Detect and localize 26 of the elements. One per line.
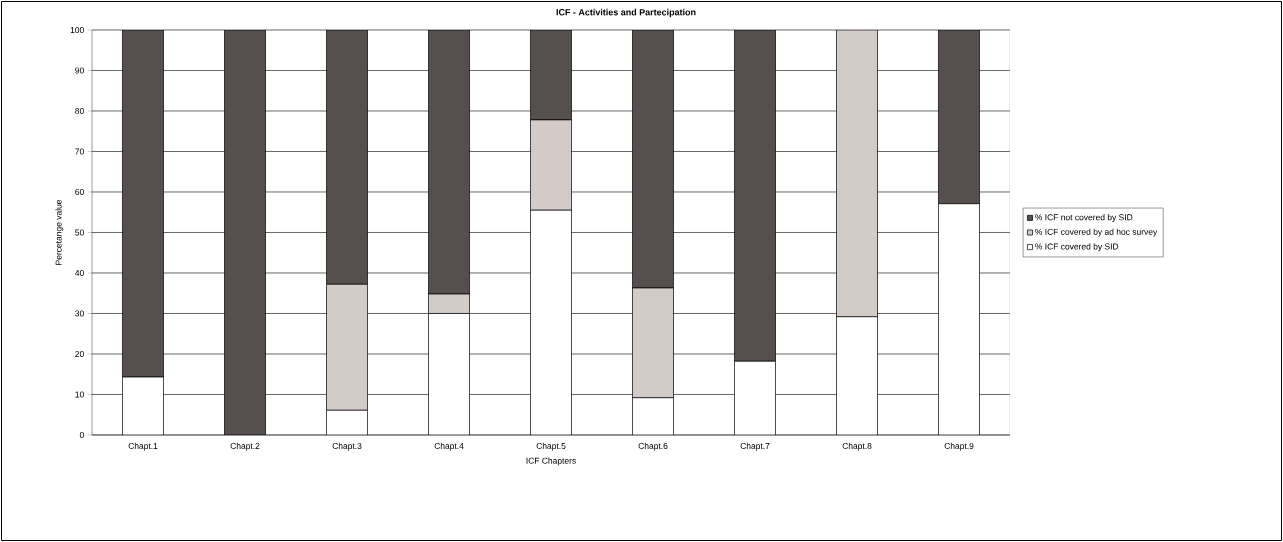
- x-tick-label: Chapt.5: [536, 442, 566, 451]
- y-tick-label: 50: [75, 229, 84, 236]
- x-tick-label: Chapt.6: [638, 442, 668, 451]
- legend-label: % ICF not covered by SID: [1035, 214, 1133, 222]
- y-tick-label: 20: [75, 350, 84, 357]
- chart-title: ICF - Activities and Partecipation: [556, 8, 696, 18]
- y-tick-label: 80: [75, 107, 84, 114]
- y-tick-label: 30: [75, 310, 84, 317]
- y-tick-label: 100: [70, 26, 84, 33]
- x-tick-label: Chapt.9: [944, 442, 974, 451]
- y-tick-label: 0: [79, 431, 84, 438]
- x-tick-label: Chapt.2: [230, 442, 260, 451]
- y-tick-label: 70: [75, 148, 84, 155]
- legend-label: % ICF covered by SID: [1035, 243, 1119, 252]
- x-tick-label: Chapt.4: [434, 442, 464, 451]
- y-tick-label: 60: [75, 188, 84, 195]
- x-tick-label: Chapt.3: [332, 442, 362, 451]
- x-tick-label: Chapt.8: [842, 442, 872, 451]
- y-tick-label: 90: [75, 67, 84, 74]
- y-axis-title: Percetange value: [55, 199, 64, 265]
- legend-label: % ICF covered by ad hoc survey: [1035, 228, 1158, 237]
- x-axis-title: ICF Chapters: [526, 457, 576, 466]
- y-tick-label: 10: [75, 391, 84, 398]
- x-tick-label: Chapt.7: [740, 442, 770, 451]
- y-tick-label: 40: [75, 269, 84, 276]
- x-tick-label: Chapt.1: [128, 442, 158, 451]
